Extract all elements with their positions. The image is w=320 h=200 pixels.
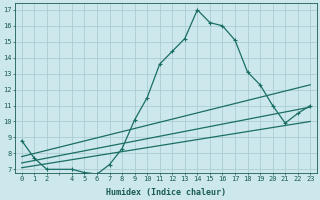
X-axis label: Humidex (Indice chaleur): Humidex (Indice chaleur) xyxy=(106,188,226,197)
